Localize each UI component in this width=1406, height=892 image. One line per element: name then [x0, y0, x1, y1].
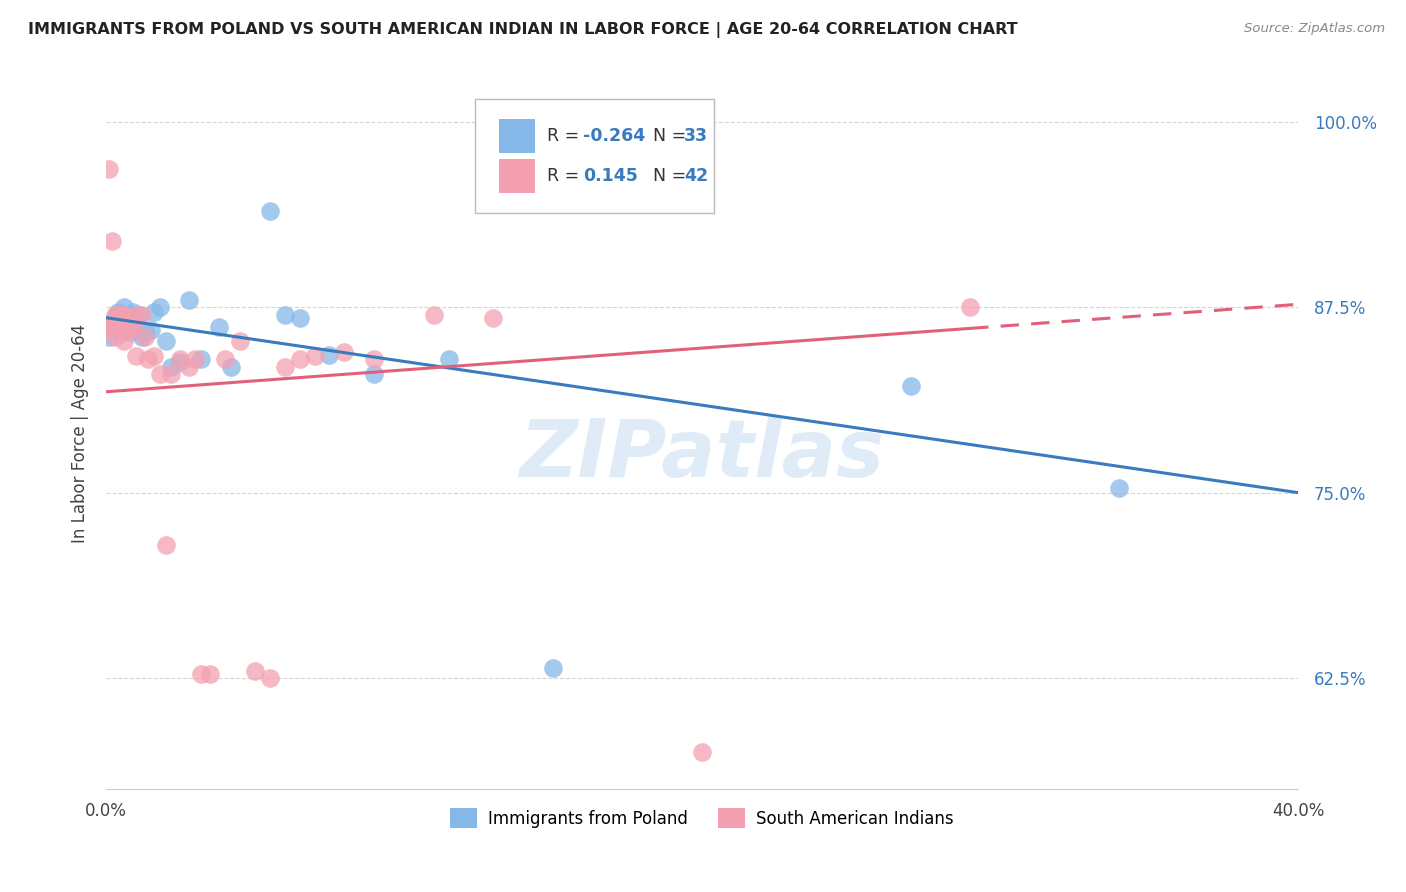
Point — [97, 162, 120, 177]
Bar — [499, 159, 536, 193]
Point — [118, 326, 141, 340]
Point — [112, 319, 135, 334]
Point — [259, 671, 281, 685]
Legend: Immigrants from Poland, South American Indians: Immigrants from Poland, South American I… — [443, 802, 960, 834]
Point — [259, 203, 281, 218]
Point — [131, 308, 153, 322]
Point — [288, 310, 311, 325]
Text: R =: R = — [547, 127, 585, 145]
Point — [125, 308, 148, 322]
Point — [179, 293, 201, 307]
Text: IMMIGRANTS FROM POLAND VS SOUTH AMERICAN INDIAN IN LABOR FORCE | AGE 20-64 CORRE: IMMIGRANTS FROM POLAND VS SOUTH AMERICAN… — [28, 22, 1018, 38]
Point — [107, 319, 129, 334]
Point — [148, 367, 170, 381]
Point — [274, 308, 297, 322]
Point — [219, 359, 242, 374]
Point — [142, 304, 165, 318]
Point — [148, 300, 170, 314]
Bar — [499, 119, 536, 153]
Text: -0.264: -0.264 — [582, 127, 645, 145]
Point — [229, 334, 252, 349]
Point — [101, 319, 124, 334]
Text: 0.145: 0.145 — [582, 167, 637, 185]
Point — [155, 537, 177, 551]
Point — [97, 330, 120, 344]
Point — [104, 330, 127, 344]
Point — [288, 352, 311, 367]
Point — [125, 349, 148, 363]
Point — [208, 319, 231, 334]
Point — [243, 664, 266, 678]
Point — [900, 379, 922, 393]
Point — [97, 319, 120, 334]
Point — [115, 308, 138, 322]
Point — [107, 304, 129, 318]
Point — [959, 300, 981, 314]
Point — [333, 344, 356, 359]
Point — [200, 666, 222, 681]
Point — [190, 666, 212, 681]
Text: 33: 33 — [685, 127, 709, 145]
Y-axis label: In Labor Force | Age 20-64: In Labor Force | Age 20-64 — [72, 324, 89, 543]
Point — [139, 322, 162, 336]
Point — [184, 352, 207, 367]
Point — [112, 308, 135, 322]
Point — [121, 304, 143, 318]
Point — [274, 359, 297, 374]
Point — [107, 308, 129, 322]
Point — [482, 310, 505, 325]
Point — [110, 310, 132, 325]
Point — [690, 745, 713, 759]
Point — [101, 319, 124, 334]
Text: ZIPatlas: ZIPatlas — [519, 416, 884, 493]
Point — [318, 348, 340, 362]
Point — [112, 300, 135, 314]
Point — [104, 308, 127, 322]
Point — [115, 319, 138, 334]
Point — [190, 352, 212, 367]
Point — [169, 355, 191, 369]
Point — [110, 308, 132, 322]
Text: N =: N = — [643, 167, 692, 185]
Point — [1108, 481, 1130, 495]
Point — [134, 326, 156, 340]
Point — [121, 319, 143, 334]
Point — [134, 330, 156, 344]
Point — [112, 334, 135, 349]
Point — [437, 352, 460, 367]
Point — [160, 367, 183, 381]
Point — [101, 234, 124, 248]
Point — [160, 359, 183, 374]
Point — [179, 359, 201, 374]
Point — [304, 349, 326, 363]
Text: R =: R = — [547, 167, 585, 185]
Point — [104, 310, 127, 325]
Point — [541, 660, 564, 674]
Text: 42: 42 — [685, 167, 709, 185]
Point — [169, 352, 191, 367]
Text: N =: N = — [643, 127, 692, 145]
Point — [155, 334, 177, 349]
Point — [363, 352, 385, 367]
Point — [142, 349, 165, 363]
Point — [128, 308, 150, 322]
Point — [131, 330, 153, 344]
Point — [214, 352, 236, 367]
Point — [125, 310, 148, 325]
Point — [422, 308, 444, 322]
FancyBboxPatch shape — [475, 99, 714, 212]
Point — [110, 326, 132, 340]
Text: Source: ZipAtlas.com: Source: ZipAtlas.com — [1244, 22, 1385, 36]
Point — [118, 322, 141, 336]
Point — [363, 367, 385, 381]
Point — [136, 352, 159, 367]
